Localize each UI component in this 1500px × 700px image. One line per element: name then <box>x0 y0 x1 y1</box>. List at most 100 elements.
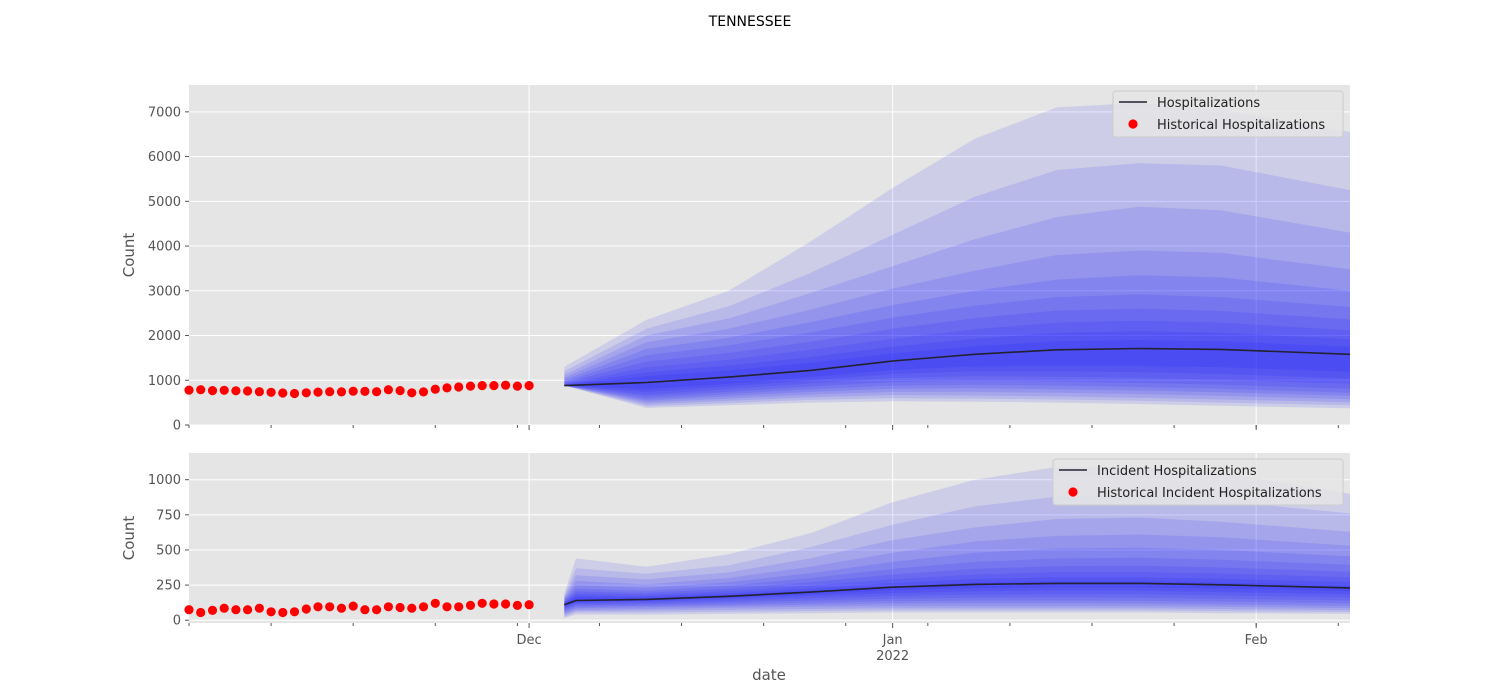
historical-point <box>512 381 523 391</box>
forecast-band <box>564 275 1350 401</box>
y-tick-label: 750 <box>156 508 181 523</box>
historical-point <box>454 382 464 392</box>
y-tick-label: 2000 <box>148 329 181 344</box>
historical-point <box>184 605 194 615</box>
figure-title: TENNESSEE <box>708 14 792 30</box>
historical-point <box>196 385 206 395</box>
historical-point <box>325 387 335 397</box>
historical-point <box>407 388 417 398</box>
forecast-band <box>564 206 1350 405</box>
forecast-band <box>564 250 1350 403</box>
historical-point <box>313 602 323 612</box>
historical-point <box>360 386 370 396</box>
historical-point <box>418 387 429 397</box>
historical-point <box>383 602 393 612</box>
forecast-band <box>564 102 1350 409</box>
x-tick-label-year: 2022 <box>876 649 909 664</box>
forecast-median-line <box>564 582 1350 606</box>
historical-point <box>219 603 229 613</box>
historical-point <box>243 605 253 615</box>
forecast-band <box>564 565 1350 610</box>
forecast-band <box>564 294 1350 400</box>
y-tick-label: 0 <box>173 614 181 629</box>
y-tick-label: 500 <box>156 543 181 558</box>
historical-point <box>196 607 206 618</box>
x-axis-label: date <box>752 666 786 684</box>
y-tick-label: 1000 <box>148 374 181 389</box>
historical-point <box>231 605 241 615</box>
historical-point <box>278 607 288 618</box>
historical-point <box>430 598 440 608</box>
historical-point <box>360 605 370 615</box>
historical-point <box>524 600 534 610</box>
historical-point <box>254 603 264 613</box>
historical-point <box>395 386 405 396</box>
historical-point <box>266 607 276 617</box>
forecast-band <box>564 320 1350 395</box>
forecast-band <box>564 517 1350 616</box>
forecast-band <box>564 495 1350 617</box>
x-tick-label: Jan <box>882 633 903 648</box>
historical-point <box>207 386 218 396</box>
y-tick-label: 0 <box>173 419 181 434</box>
historical-point <box>454 602 464 612</box>
legend-entry: Historical Hospitalizations <box>1157 118 1325 133</box>
historical-point <box>477 381 487 391</box>
y-tick-label: 3000 <box>148 284 181 299</box>
y-tick-label: 4000 <box>148 240 181 255</box>
historical-point <box>465 381 476 391</box>
historical-point <box>301 604 311 614</box>
historical-point <box>501 599 511 609</box>
y-axis-label: Count <box>120 516 138 561</box>
x-tick-label: Feb <box>1245 633 1268 648</box>
historical-point <box>501 380 511 390</box>
forecast-band <box>564 577 1350 608</box>
historical-point <box>254 387 264 397</box>
historical-point <box>207 605 218 616</box>
historical-point <box>231 386 241 396</box>
forecast-band <box>564 547 1350 613</box>
y-tick-label: 7000 <box>148 105 181 120</box>
historical-point <box>395 602 405 613</box>
forecast-median-line <box>564 347 1350 387</box>
historical-point <box>489 599 499 609</box>
legend-box <box>1052 458 1344 506</box>
historical-point <box>372 605 382 615</box>
historical-point <box>348 386 358 396</box>
hospitalizations-panel: 0 1000 2000 3000 4000 5000 6000 7000 Count Hospit… <box>120 85 1350 434</box>
historical-point <box>430 384 440 394</box>
historical-point <box>266 387 276 397</box>
historical-point <box>442 602 452 612</box>
historical-point <box>325 602 335 612</box>
historical-point <box>489 381 499 391</box>
forecast-band <box>564 331 1350 392</box>
legend-marker-swatch <box>1068 487 1078 497</box>
y-tick-label: 5000 <box>148 195 181 210</box>
historical-point <box>372 387 382 397</box>
legend-box <box>1112 90 1344 138</box>
historical-point <box>289 607 300 617</box>
historical-point <box>418 602 429 612</box>
historical-point <box>301 388 311 398</box>
historical-point <box>465 600 476 611</box>
historical-point <box>289 388 300 399</box>
legend-marker-swatch <box>1128 119 1138 129</box>
x-tick-label: Dec <box>517 633 542 648</box>
historical-point <box>243 386 253 396</box>
legend-entry: Historical Incident Hospitalizations <box>1097 486 1322 501</box>
forecast-band <box>564 581 1350 607</box>
forecast-band <box>564 340 1350 390</box>
historical-point <box>383 385 393 395</box>
y-axis-label: Count <box>120 233 138 278</box>
historical-point <box>477 598 487 608</box>
historical-point <box>512 600 523 611</box>
legend-entry: Hospitalizations <box>1157 96 1260 111</box>
historical-point <box>313 387 323 397</box>
plot-area <box>189 85 1350 425</box>
forecast-band <box>564 572 1350 609</box>
historical-point <box>407 603 417 613</box>
historical-point <box>219 385 229 395</box>
y-tick-label: 250 <box>156 579 181 594</box>
